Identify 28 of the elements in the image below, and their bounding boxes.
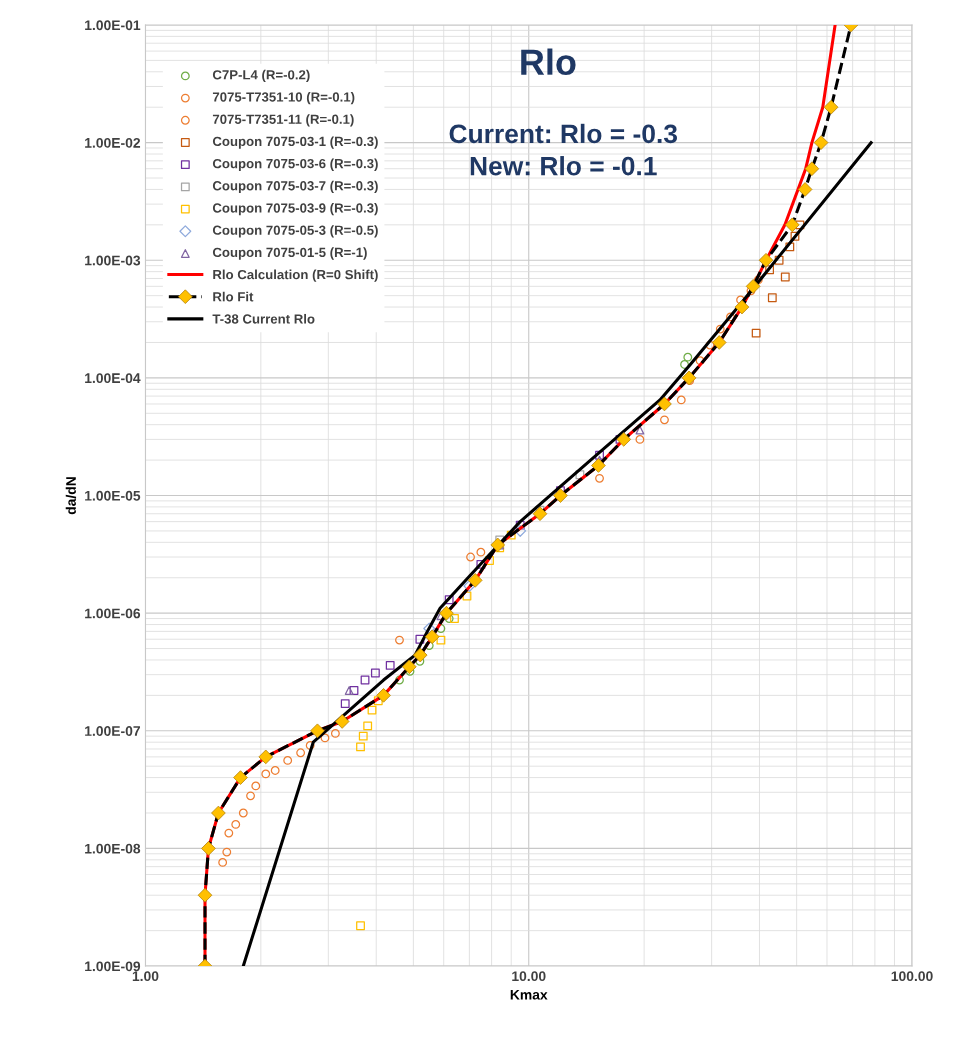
legend-label: T-38 Current Rlo	[212, 313, 315, 324]
legend-label: Coupon 7075-01-5 (R=-1)	[212, 247, 367, 260]
y-tick-label: 1.00E-09	[85, 961, 141, 972]
legend-label: 7075-T7351-11 (R=-0.1)	[212, 114, 354, 127]
legend-label: Coupon 7075-05-3 (R=-0.5)	[212, 225, 378, 238]
legend-label: Coupon 7075-03-6 (R=-0.3)	[212, 158, 378, 171]
y-axis-title: da/dN	[65, 477, 77, 515]
legend-label: Coupon 7075-03-7 (R=-0.3)	[212, 180, 378, 194]
x-tick-label: 1.00	[132, 971, 159, 982]
legend-label: Coupon 7075-03-1 (R=-0.3)	[212, 136, 378, 149]
y-tick-label: 1.00E-03	[85, 255, 141, 266]
y-tick-label: 1.00E-08	[85, 843, 141, 854]
y-tick-label: 1.00E-05	[85, 490, 141, 501]
y-tick-label: 1.00E-02	[85, 137, 141, 148]
text: Current: Rlo = -0.3 New: Rlo = -0.1	[449, 123, 678, 176]
legend-label: Rlo Calculation (R=0 Shift)	[213, 269, 378, 282]
legend-label: Coupon 7075-03-9 (R=-0.3)	[212, 202, 378, 216]
x-tick-label: 100.00	[891, 971, 933, 982]
y-tick-label: 1.00E-06	[85, 608, 141, 619]
text: Rlo	[521, 48, 576, 76]
y-tick-label: 1.00E-07	[85, 726, 140, 736]
legend-label: C7P-L4 (R=-0.2)	[212, 69, 310, 83]
legend-label: Rlo Fit	[213, 291, 254, 302]
legend-label: 7075-T7351-10 (R=-0.1)	[212, 91, 355, 105]
x-tick-label: 10.00	[512, 971, 546, 982]
y-tick-label: 1.00E-04	[85, 373, 141, 384]
x-axis-title: Kmax	[510, 989, 548, 1000]
y-tick-label: 1.00E-01	[85, 20, 141, 31]
